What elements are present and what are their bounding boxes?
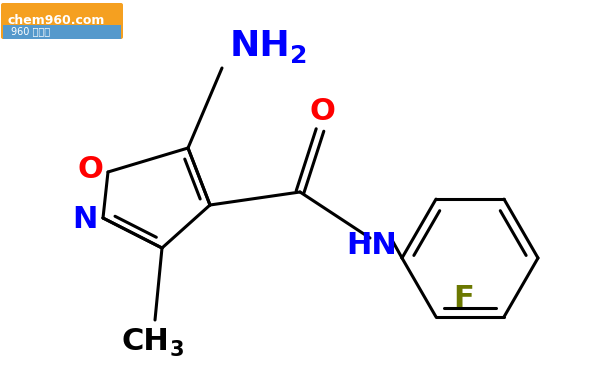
Text: chem960.com: chem960.com	[8, 15, 105, 27]
Text: HN: HN	[347, 231, 397, 261]
Text: 960 化工网: 960 化工网	[11, 26, 50, 36]
Text: F: F	[454, 284, 474, 314]
Text: O: O	[77, 156, 103, 184]
Text: CH: CH	[121, 327, 169, 357]
Text: NH: NH	[230, 29, 291, 63]
FancyBboxPatch shape	[1, 3, 123, 39]
Text: 2: 2	[290, 44, 307, 68]
Text: N: N	[73, 206, 97, 234]
Text: O: O	[309, 98, 335, 126]
Bar	[3, 25, 121, 39]
Text: 3: 3	[170, 340, 185, 360]
